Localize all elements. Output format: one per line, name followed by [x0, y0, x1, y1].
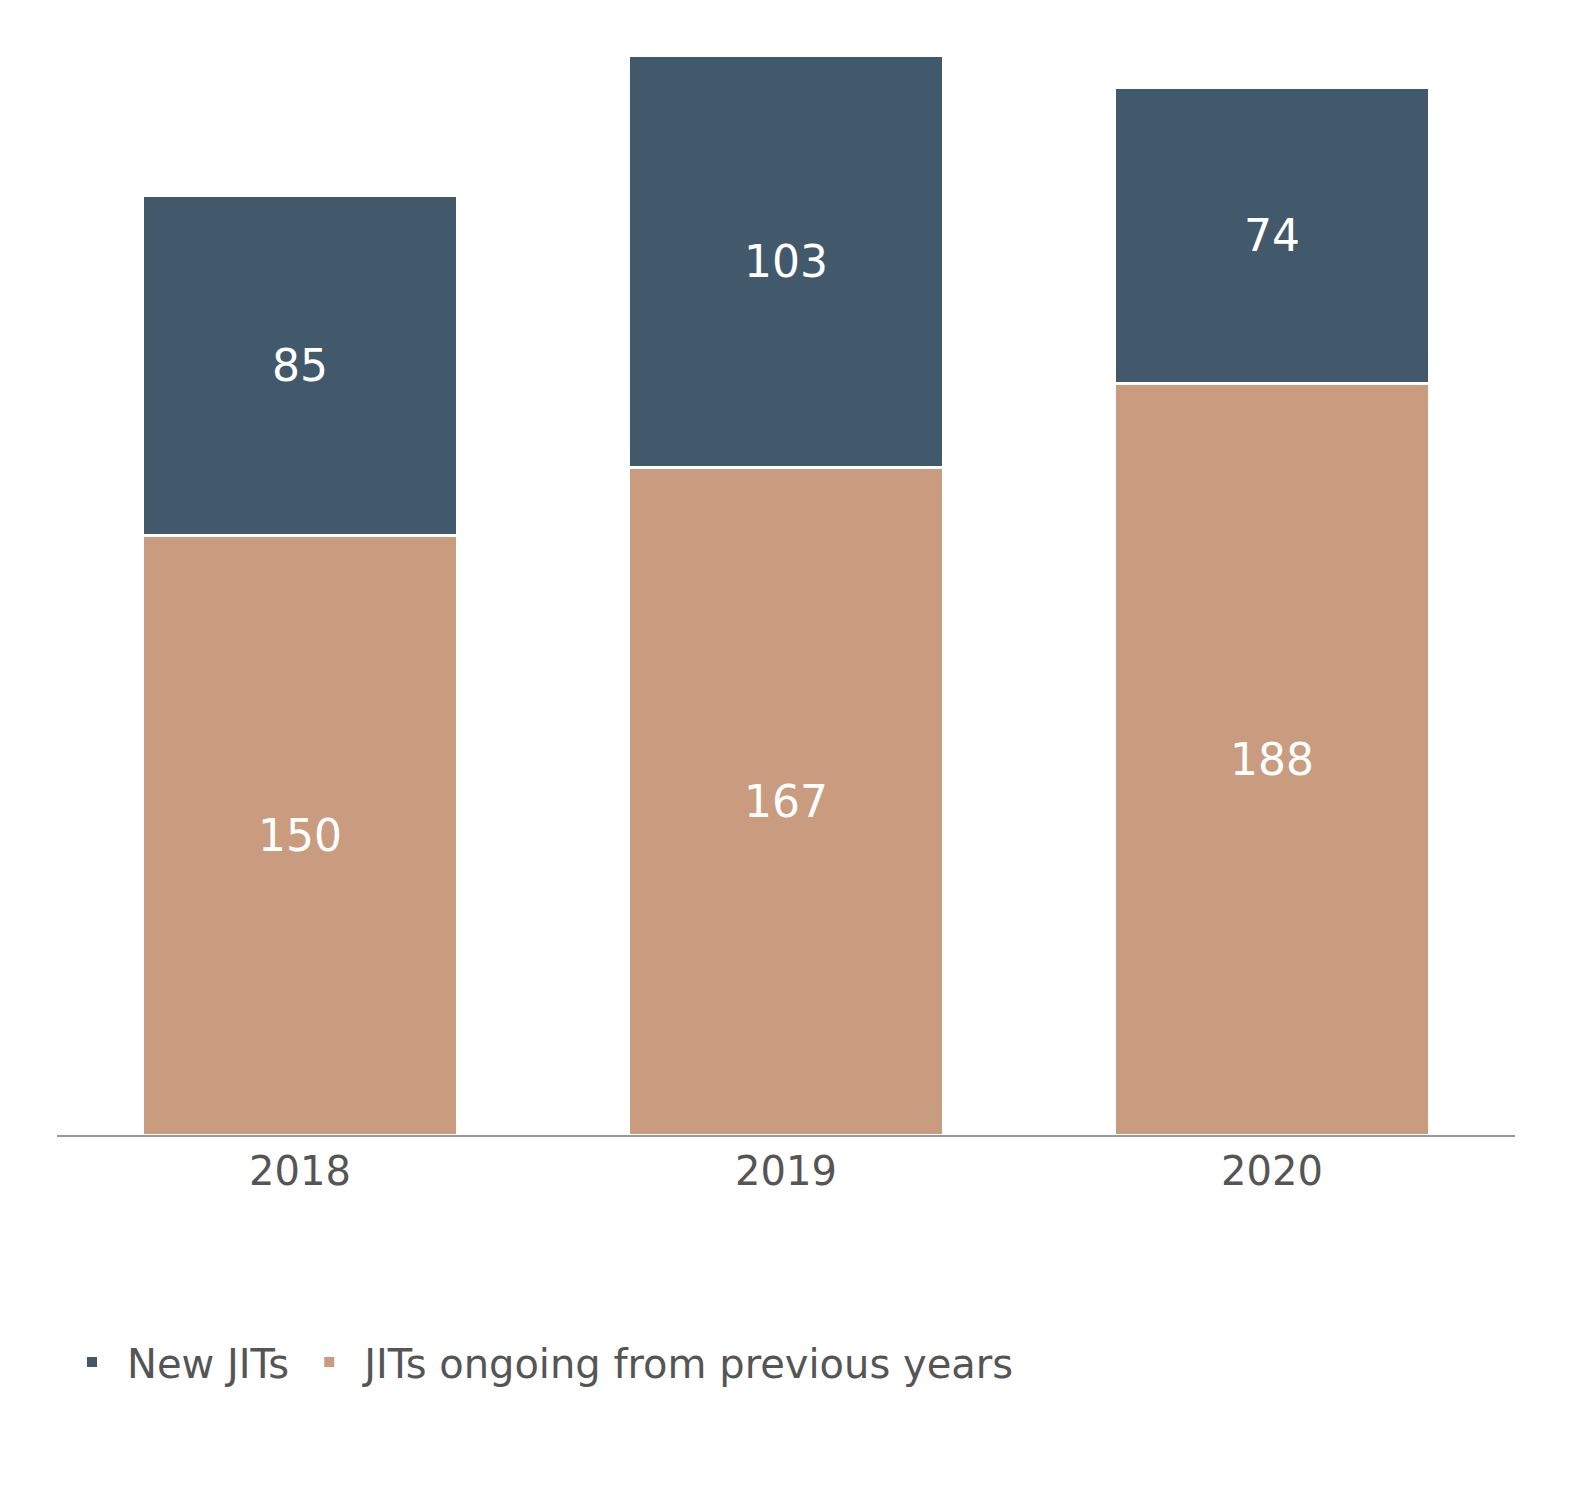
svg-text:2019: 2019	[735, 1148, 837, 1194]
svg-text:74: 74	[1244, 210, 1300, 261]
svg-text:2018: 2018	[249, 1148, 351, 1194]
svg-text:103: 103	[744, 236, 828, 287]
svg-text:167: 167	[744, 776, 828, 827]
svg-text:188: 188	[1230, 734, 1314, 785]
svg-text:2020: 2020	[1221, 1148, 1323, 1194]
svg-text:New JITs: New JITs	[127, 1341, 289, 1387]
svg-text:85: 85	[272, 340, 328, 391]
svg-text:150: 150	[258, 810, 342, 861]
svg-text:JITs ongoing from previous yea: JITs ongoing from previous years	[361, 1341, 1013, 1387]
